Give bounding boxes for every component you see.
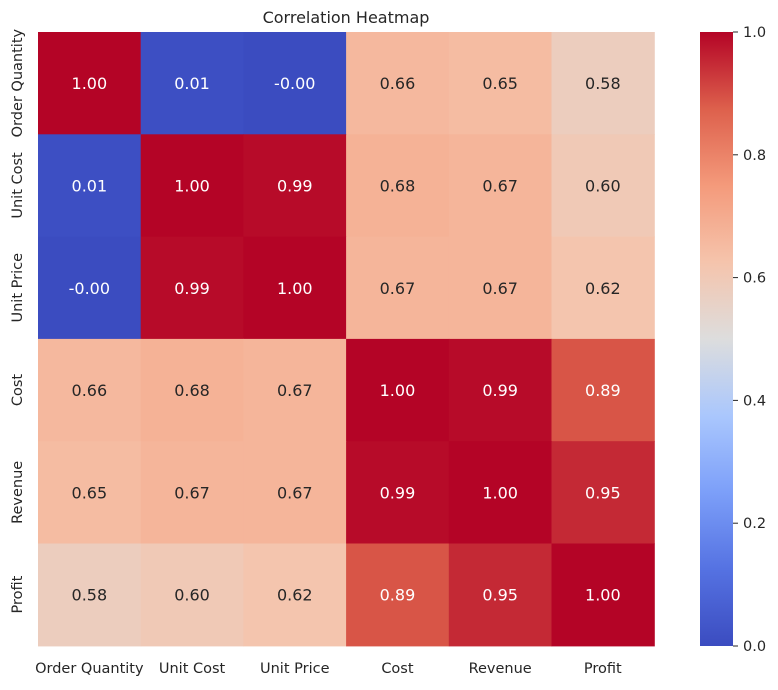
colorbar-tick-label: 0.4 xyxy=(743,393,766,409)
x-tick-label: Revenue xyxy=(469,661,532,677)
y-tick-label: Profit xyxy=(10,575,26,613)
heatmap-cell-r1-c3 xyxy=(346,134,450,238)
cell-value-label: 0.68 xyxy=(174,381,210,400)
heatmap-cell-r4-c2 xyxy=(243,441,347,545)
y-tick-label: Unit Cost xyxy=(10,152,26,219)
heatmap-cell-r1-c4 xyxy=(448,134,553,238)
cell-value-label: 1.00 xyxy=(482,483,518,502)
cell-value-label: 0.01 xyxy=(72,176,108,195)
cell-value-label: 0.58 xyxy=(585,74,621,93)
cell-value-label: 1.00 xyxy=(174,176,210,195)
y-tick-label: Cost xyxy=(10,374,26,407)
heatmap-cell-r3-c3 xyxy=(346,338,450,442)
cell-value-label: 0.60 xyxy=(174,586,210,605)
y-tick-label: Revenue xyxy=(10,461,26,524)
heatmap-cell-r5-c4 xyxy=(448,543,553,647)
cell-value-label: 0.67 xyxy=(277,381,313,400)
x-tick-label: Cost xyxy=(381,661,414,677)
heatmap-cell-r5-c1 xyxy=(140,543,244,647)
heatmap-cell-r3-c0 xyxy=(38,338,142,442)
heatmap-cell-r5-c2 xyxy=(243,543,347,647)
heatmap-cell-r3-c2 xyxy=(243,338,347,442)
x-tick-label: Profit xyxy=(584,661,622,677)
heatmap-cell-r0-c1 xyxy=(140,32,244,135)
heatmap-cell-labels: 1.00 0.01 -0.00 0.66 0.65 0.58 0.01 1.00 0.99 0.6… xyxy=(69,74,621,605)
x-tick-label: Order Quantity xyxy=(35,661,144,677)
heatmap-cell-r2-c2 xyxy=(243,236,347,340)
heatmap-cell-r5-c0 xyxy=(38,543,142,647)
y-axis-tick-labels: Order Quantity Unit Cost Unit Price Cost Rev… xyxy=(10,28,26,613)
cell-value-label: 0.89 xyxy=(380,586,416,605)
colorbar-tick-label: 0.6 xyxy=(743,271,766,287)
heatmap-cell-r1-c5 xyxy=(551,134,655,238)
cell-value-label: 1.00 xyxy=(380,381,416,400)
y-tick-label: Unit Price xyxy=(10,253,26,323)
cell-value-label: 0.99 xyxy=(277,176,313,195)
x-tick-label: Unit Price xyxy=(260,661,330,677)
cell-value-label: 0.95 xyxy=(585,483,621,502)
cell-value-label: 0.01 xyxy=(174,74,210,93)
heatmap-cell-r1-c0 xyxy=(38,134,142,238)
heatmap-cell-r4-c5 xyxy=(551,441,655,545)
colorbar-tick-label: 1.0 xyxy=(743,25,766,41)
heatmap-cell-r0-c4 xyxy=(448,32,553,135)
heatmap-cell-r0-c5 xyxy=(551,32,655,135)
cell-value-label: -0.00 xyxy=(69,279,110,298)
heatmap-cell-r4-c3 xyxy=(346,441,450,545)
cell-value-label: 0.67 xyxy=(174,483,210,502)
y-tick-label: Order Quantity xyxy=(10,28,26,137)
cell-value-label: 0.67 xyxy=(482,176,518,195)
cell-value-label: -0.00 xyxy=(274,74,315,93)
heatmap-cell-r3-c1 xyxy=(140,338,244,442)
chart-title: Correlation Heatmap xyxy=(263,8,430,27)
cell-value-label: 0.62 xyxy=(585,279,621,298)
cell-value-label: 0.99 xyxy=(482,381,518,400)
heatmap-cell-r5-c5 xyxy=(551,543,655,647)
cell-value-label: 1.00 xyxy=(72,74,108,93)
cell-value-label: 0.99 xyxy=(380,483,416,502)
cell-value-label: 0.67 xyxy=(277,483,313,502)
heatmap-cell-r2-c5 xyxy=(551,236,655,340)
cell-value-label: 0.62 xyxy=(277,586,313,605)
heatmap-cell-r4-c1 xyxy=(140,441,244,545)
heatmap-cell-r4-c4 xyxy=(448,441,553,545)
cell-value-label: 0.67 xyxy=(380,279,416,298)
cell-value-label: 0.67 xyxy=(482,279,518,298)
heatmap-cell-r2-c4 xyxy=(448,236,553,340)
cell-value-label: 0.58 xyxy=(72,586,108,605)
heatmap-cell-r3-c4 xyxy=(448,338,553,442)
heatmap-cell-r5-c3 xyxy=(346,543,450,647)
heatmap-cell-r2-c0 xyxy=(38,236,142,340)
cell-value-label: 0.66 xyxy=(380,74,416,93)
heatmap-cell-r0-c2 xyxy=(243,32,347,135)
heatmap-cell-r1-c1 xyxy=(140,134,244,238)
heatmap-cell-r1-c2 xyxy=(243,134,347,238)
cell-value-label: 0.68 xyxy=(380,176,416,195)
cell-value-label: 1.00 xyxy=(277,279,313,298)
cell-value-label: 1.00 xyxy=(585,586,621,605)
colorbar-tick-label: 0.0 xyxy=(743,639,766,655)
colorbar-tick-label: 0.8 xyxy=(743,148,766,164)
cell-value-label: 0.95 xyxy=(482,586,518,605)
cell-value-label: 0.99 xyxy=(174,279,210,298)
cell-value-label: 0.65 xyxy=(72,483,108,502)
colorbar-tick-label: 0.2 xyxy=(743,516,766,532)
x-tick-label: Unit Cost xyxy=(159,661,226,677)
heatmap-cell-r0-c3 xyxy=(346,32,450,135)
cell-value-label: 0.66 xyxy=(72,381,108,400)
heatmap-cell-r0-c0 xyxy=(38,32,142,135)
heatmap-cell-r4-c0 xyxy=(38,441,142,545)
cell-value-label: 0.65 xyxy=(482,74,518,93)
heatmap-cells xyxy=(38,32,655,647)
heatmap-cell-r3-c5 xyxy=(551,338,655,442)
x-axis-tick-labels: Order Quantity Unit Cost Unit Price Cost Rev… xyxy=(35,661,622,677)
cell-value-label: 0.89 xyxy=(585,381,621,400)
heatmap-cell-r2-c1 xyxy=(140,236,244,340)
colorbar: 0.0 0.2 0.4 0.6 0.8 1.0 xyxy=(700,25,766,655)
cell-value-label: 0.60 xyxy=(585,176,621,195)
heatmap-cell-r2-c3 xyxy=(346,236,450,340)
colorbar-gradient xyxy=(700,32,733,646)
